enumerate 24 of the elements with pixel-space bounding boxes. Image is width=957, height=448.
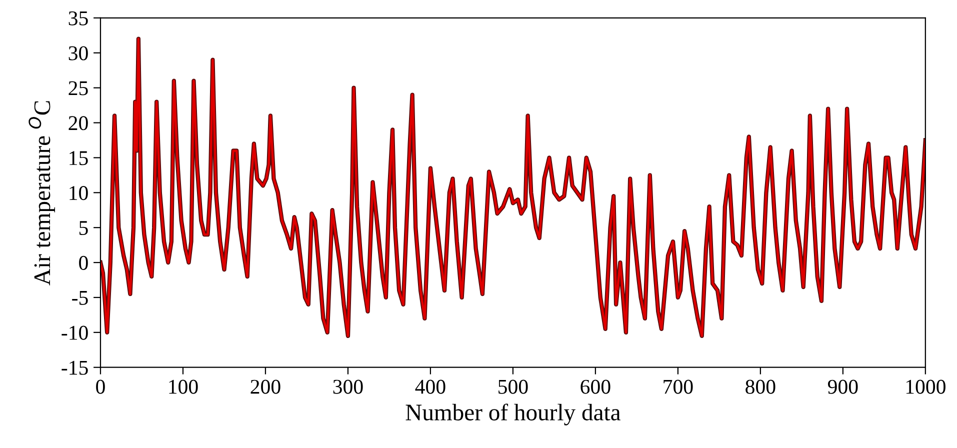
y-axis-title: Air temperature $^{O}$C	[28, 101, 56, 286]
x-tick-label: 1000	[906, 380, 946, 394]
y-tick-label: 25	[68, 81, 88, 96]
y-tick-label: 0	[79, 256, 88, 270]
y-tick-label: -10	[62, 326, 88, 340]
x-tick-label: 800	[746, 380, 776, 394]
x-tick-label: 300	[333, 380, 363, 394]
y-tick-label: 15	[70, 151, 88, 166]
y-tick-label: 20	[68, 116, 88, 130]
x-tick-label: 0	[96, 380, 105, 394]
x-axis-title: Number of hourly data	[406, 404, 620, 426]
y-tick-label: 35	[68, 11, 88, 26]
x-tick-label: 700	[664, 380, 693, 394]
x-tick-label: 600	[580, 380, 610, 394]
x-tick-label: 400	[415, 380, 446, 394]
y-tick-label: 30	[68, 46, 88, 60]
y-tick-label: 10	[70, 186, 88, 200]
x-tick-label: 500	[498, 380, 528, 394]
x-tick-label: 900	[828, 380, 858, 394]
x-tick-label: 100	[169, 380, 198, 394]
y-tick-label: 5	[79, 221, 88, 236]
x-tick-label: 200	[250, 380, 280, 394]
y-tick-label: -5	[72, 291, 88, 305]
y-tick-label: -15	[62, 360, 88, 375]
